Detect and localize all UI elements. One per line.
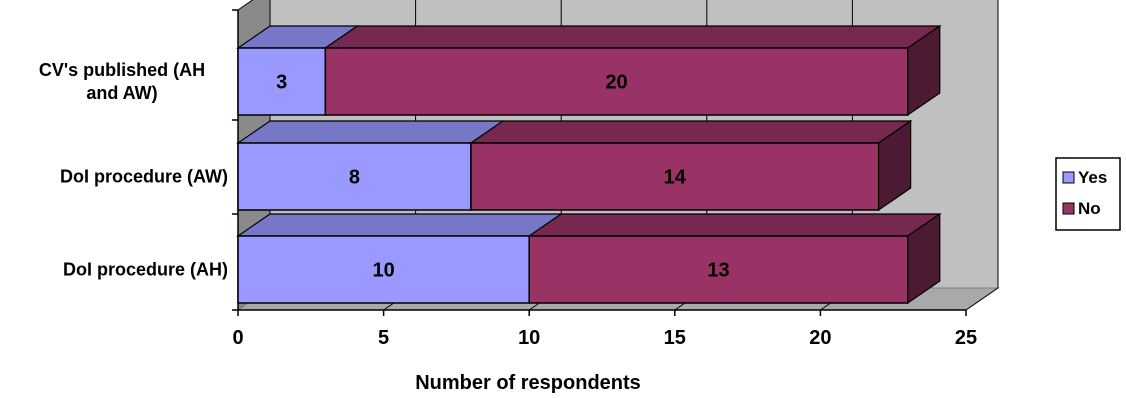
legend-label-no: No xyxy=(1078,199,1101,218)
bar-top-no xyxy=(323,25,942,49)
legend-label-yes: Yes xyxy=(1078,168,1107,187)
x-tick-label: 25 xyxy=(955,327,977,349)
data-label: 8 xyxy=(349,167,360,189)
bars xyxy=(236,24,942,305)
bar-top-yes xyxy=(236,213,564,237)
data-label: 13 xyxy=(707,260,729,282)
category-label: CV's published (AH and AW) xyxy=(39,60,205,103)
bar-top-no xyxy=(527,213,942,237)
x-tick-label: 10 xyxy=(518,327,540,349)
data-label: 14 xyxy=(664,167,687,189)
bar-side-no xyxy=(907,212,941,305)
category-label-line: and AW) xyxy=(86,83,157,103)
legend: Yes No xyxy=(1055,157,1121,231)
x-axis-title: Number of respondents xyxy=(415,372,641,394)
x-tick-label: 0 xyxy=(232,327,243,349)
labels: 0 5 10 15 20 25 3 20 CV's published (AH and AW) 8 1… xyxy=(39,60,977,349)
x-tick-label: 15 xyxy=(664,327,686,349)
bar-top-no xyxy=(469,120,913,144)
x-tick-label: 20 xyxy=(809,327,831,349)
x-tick-label: 5 xyxy=(378,327,389,349)
bar-no xyxy=(470,142,880,211)
bar-side-no xyxy=(878,119,912,212)
bar-top-yes xyxy=(236,120,505,144)
category-label-line: DoI procedure (AH) xyxy=(63,260,228,280)
category-label-line: CV's published (AH xyxy=(39,60,205,80)
bar-yes xyxy=(237,235,530,304)
data-label: 20 xyxy=(605,72,627,94)
gridline-floor xyxy=(965,287,999,311)
bar-yes xyxy=(237,47,327,116)
bar-side-no xyxy=(907,24,941,117)
category-label-line: DoI procedure (AW) xyxy=(60,167,228,187)
bar-yes xyxy=(237,142,472,211)
legend-swatch-yes xyxy=(1062,171,1075,184)
category-label: DoI procedure (AH) xyxy=(63,260,228,280)
legend-box xyxy=(1055,157,1121,231)
data-label: 3 xyxy=(276,72,287,94)
bar-no xyxy=(324,47,909,116)
data-label: 10 xyxy=(372,260,394,282)
category-label: DoI procedure (AW) xyxy=(60,167,228,187)
legend-swatch-no xyxy=(1062,202,1075,215)
